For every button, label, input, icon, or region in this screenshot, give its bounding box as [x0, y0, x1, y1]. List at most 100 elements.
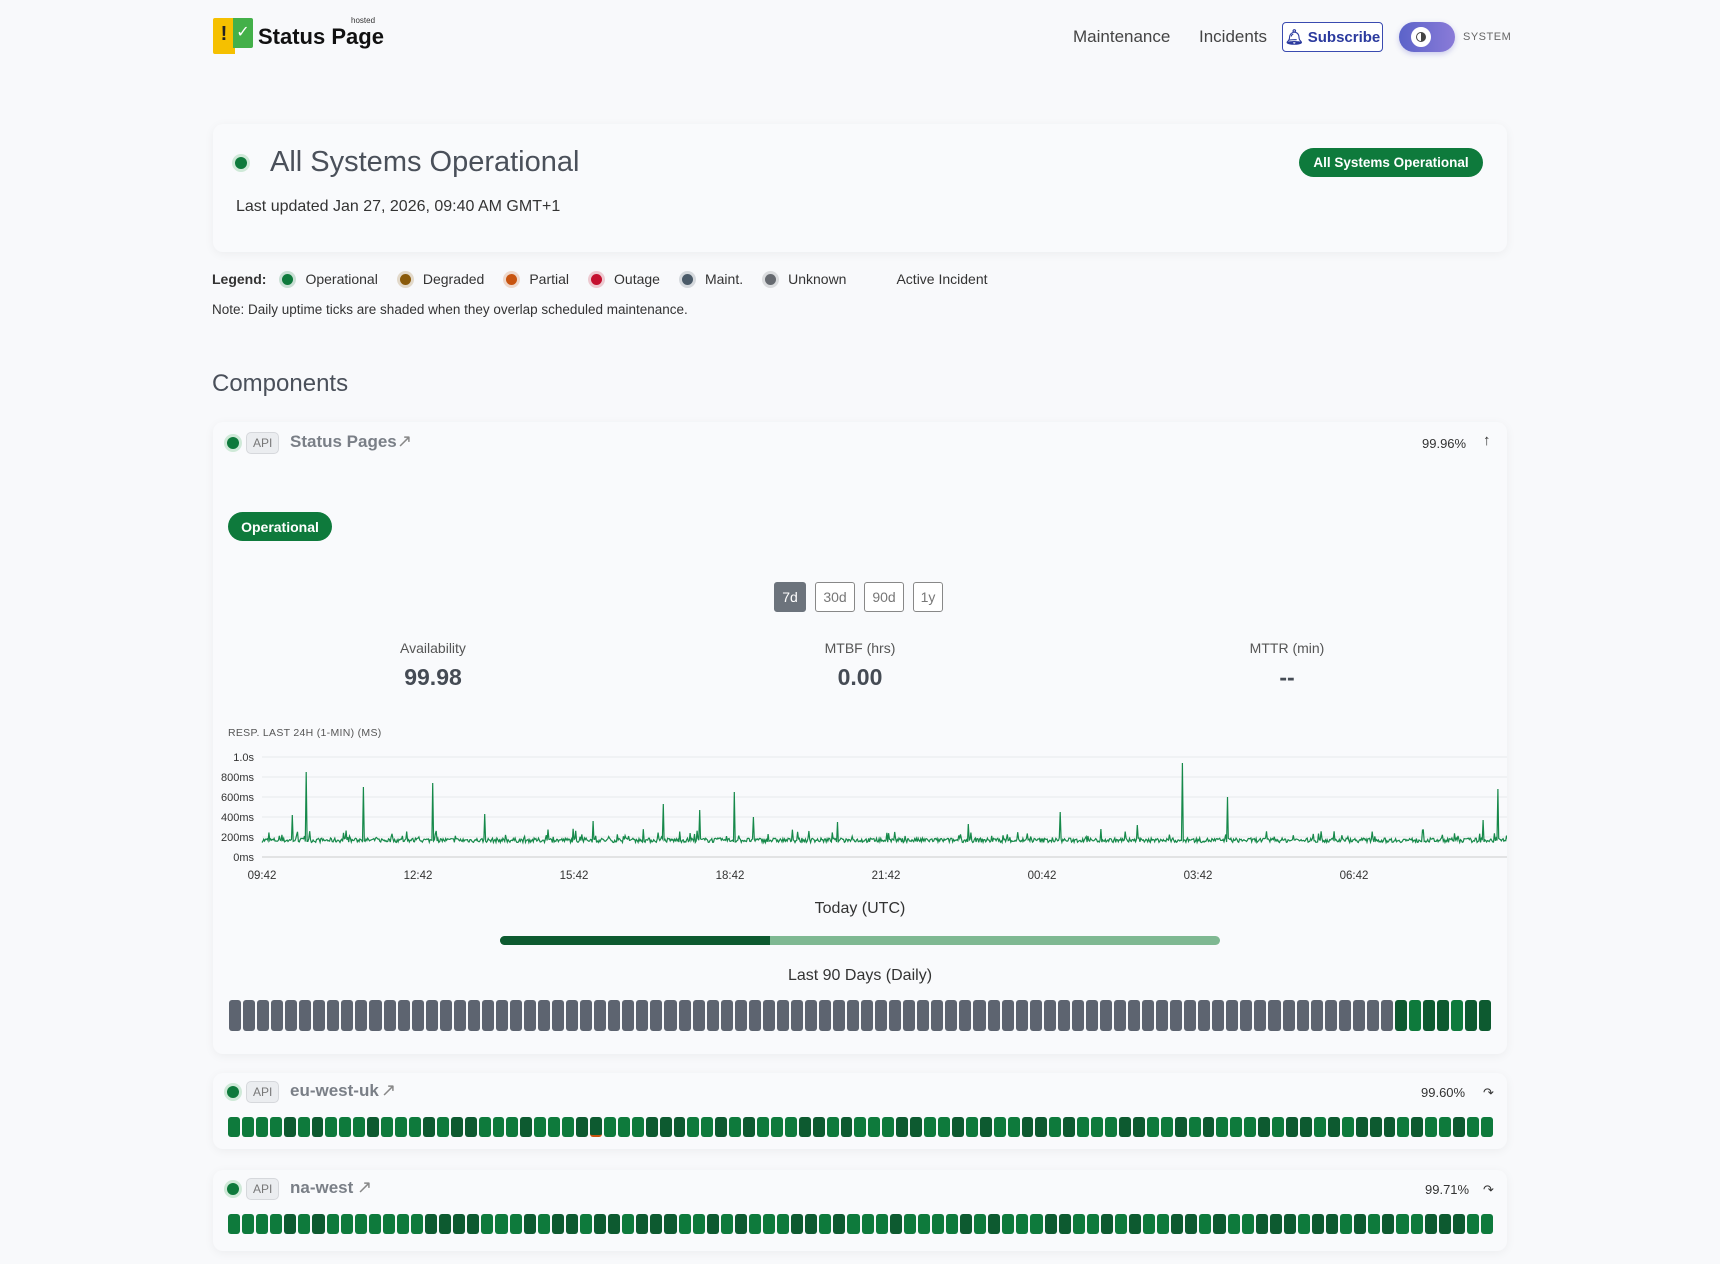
day-bar[interactable] [495, 1214, 508, 1234]
day-bar[interactable] [1439, 1117, 1452, 1137]
day-bar[interactable] [988, 1214, 1001, 1234]
day-bar[interactable] [1240, 1000, 1253, 1031]
day-bar[interactable] [229, 1000, 242, 1031]
day-bar[interactable] [594, 1000, 607, 1031]
day-bar[interactable] [896, 1117, 909, 1137]
day-bar[interactable] [889, 1214, 902, 1234]
day-bar[interactable] [1044, 1214, 1057, 1234]
day-bar[interactable] [762, 1000, 775, 1031]
day-bar[interactable] [340, 1214, 353, 1234]
day-bar[interactable] [1451, 1000, 1464, 1031]
day-bar[interactable] [1467, 1117, 1479, 1137]
day-bar[interactable] [492, 1117, 505, 1137]
day-bar[interactable] [481, 1214, 494, 1234]
day-bar[interactable] [1258, 1117, 1271, 1137]
day-bar[interactable] [1269, 1214, 1282, 1234]
day-bar[interactable] [1230, 1117, 1243, 1137]
day-bar[interactable] [425, 1214, 438, 1234]
day-bar[interactable] [327, 1000, 340, 1031]
day-bar[interactable] [382, 1214, 395, 1234]
component-name[interactable]: eu-west-uk [290, 1081, 379, 1100]
day-bar[interactable] [269, 1117, 282, 1137]
day-bar[interactable] [1255, 1214, 1268, 1234]
day-bar[interactable] [608, 1000, 621, 1031]
day-bar[interactable] [368, 1214, 381, 1234]
day-bar[interactable] [464, 1117, 477, 1137]
day-bar[interactable] [1299, 1117, 1312, 1137]
day-bar[interactable] [1268, 1000, 1281, 1031]
day-bar[interactable] [875, 1214, 888, 1234]
day-bar[interactable] [868, 1117, 881, 1137]
day-bar[interactable] [938, 1117, 950, 1137]
day-bar[interactable] [1355, 1117, 1368, 1137]
day-bar[interactable] [538, 1000, 551, 1031]
day-bar[interactable] [1199, 1214, 1212, 1234]
day-bar[interactable] [603, 1117, 616, 1137]
day-bar[interactable] [453, 1214, 466, 1234]
day-bar[interactable] [1244, 1117, 1257, 1137]
day-bar[interactable] [720, 1000, 733, 1031]
day-bar[interactable] [1216, 1117, 1229, 1137]
day-bar[interactable] [1383, 1117, 1396, 1137]
day-bar[interactable] [1213, 1214, 1226, 1234]
range-button-90d[interactable]: 90d [864, 582, 904, 612]
day-bar[interactable] [687, 1117, 700, 1137]
day-bar[interactable] [1312, 1214, 1325, 1234]
day-bar[interactable] [1254, 1000, 1267, 1031]
day-bar[interactable] [256, 1214, 269, 1234]
day-bar[interactable] [1077, 1117, 1090, 1137]
day-bar[interactable] [777, 1214, 790, 1234]
day-bar[interactable] [973, 1000, 986, 1031]
day-bar[interactable] [974, 1214, 987, 1234]
day-bar[interactable] [562, 1117, 575, 1137]
day-bar[interactable] [523, 1000, 537, 1031]
day-bar[interactable] [1058, 1214, 1071, 1234]
day-bar[interactable] [960, 1214, 973, 1234]
day-bar[interactable] [481, 1000, 494, 1031]
day-bar[interactable] [1119, 1117, 1131, 1137]
day-bar[interactable] [1142, 1000, 1155, 1031]
day-bar[interactable] [1326, 1214, 1339, 1234]
day-bar[interactable] [534, 1117, 547, 1137]
day-bar[interactable] [1411, 1117, 1424, 1137]
nav-maintenance[interactable]: Maintenance [1073, 27, 1171, 46]
day-bar[interactable] [776, 1000, 789, 1031]
day-bar[interactable] [1394, 1000, 1407, 1031]
day-bar[interactable] [353, 1117, 366, 1137]
day-bar[interactable] [1072, 1214, 1085, 1234]
day-bar[interactable] [1160, 1117, 1173, 1137]
day-bar[interactable] [1063, 1117, 1076, 1137]
day-bar[interactable] [1438, 1214, 1451, 1234]
day-bar[interactable] [1327, 1117, 1340, 1137]
day-bar[interactable] [255, 1117, 268, 1137]
day-bar[interactable] [924, 1117, 937, 1137]
day-bar[interactable] [326, 1214, 339, 1234]
day-bar[interactable] [636, 1000, 649, 1031]
day-bar[interactable] [951, 1117, 964, 1137]
day-bar[interactable] [1452, 1214, 1465, 1234]
external-link-icon[interactable]: ↗︎ [381, 1080, 397, 1100]
day-bar[interactable] [1382, 1214, 1395, 1234]
day-bar[interactable] [312, 1214, 325, 1234]
day-bar[interactable] [790, 1000, 803, 1031]
day-bar[interactable] [283, 1117, 296, 1137]
component-name[interactable]: na-west [290, 1178, 354, 1197]
day-bar[interactable] [313, 1000, 326, 1031]
day-bar[interactable] [818, 1000, 832, 1031]
day-bar[interactable] [1226, 1000, 1239, 1031]
day-bar[interactable] [1049, 1117, 1062, 1137]
day-bar[interactable] [1410, 1214, 1423, 1234]
day-bar[interactable] [945, 1000, 958, 1031]
day-bar[interactable] [833, 1000, 846, 1031]
day-bar[interactable] [1035, 1117, 1048, 1137]
day-bar[interactable] [987, 1000, 1000, 1031]
day-bar[interactable] [608, 1214, 621, 1234]
day-bar[interactable] [579, 1214, 593, 1234]
day-bar[interactable] [1324, 1000, 1337, 1031]
day-bar[interactable] [1071, 1000, 1084, 1031]
day-bar[interactable] [1480, 1214, 1494, 1234]
day-bar[interactable] [931, 1000, 944, 1031]
day-bar[interactable] [993, 1117, 1006, 1137]
day-bar[interactable] [1114, 1214, 1127, 1234]
day-bar[interactable] [812, 1117, 825, 1137]
